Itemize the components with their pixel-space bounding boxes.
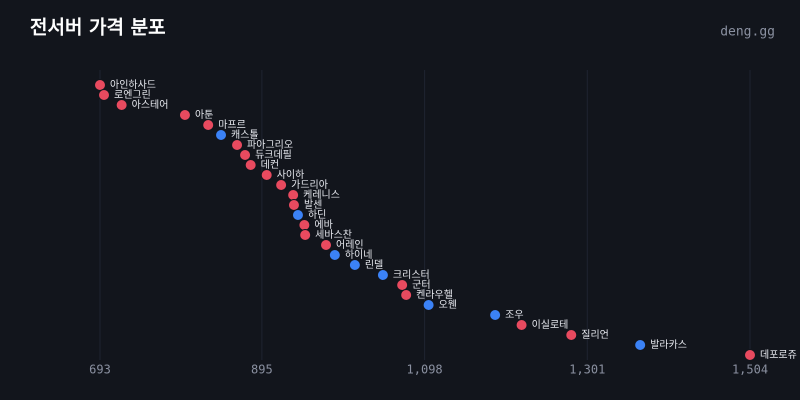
dot [287, 189, 300, 201]
point-label: 크리스터 [393, 269, 430, 281]
dot [239, 149, 252, 161]
dot [287, 199, 300, 211]
point-label: 케레니스 [303, 189, 340, 201]
point-label: 데컨 [261, 159, 279, 171]
dot [634, 339, 647, 351]
dot [376, 269, 389, 281]
dot [298, 219, 311, 231]
point-label: 어레인 [336, 239, 364, 251]
dot [515, 319, 528, 331]
point-label: 하이네 [345, 248, 373, 261]
dot [98, 89, 111, 101]
point-label: 캐스톨 [231, 129, 259, 141]
point-label: 아인하사드 [110, 78, 156, 91]
point-label: 아스테어 [132, 99, 169, 111]
dot [348, 259, 361, 271]
point-label: 세바스찬 [315, 229, 352, 241]
point-label: 마프르 [218, 119, 246, 131]
dot [328, 249, 341, 261]
point-label: 이실로테 [532, 319, 569, 331]
point-label: 군터 [412, 279, 430, 291]
chart-title: 전서버 가격 분포 [30, 17, 166, 39]
point-label: 발센 [304, 199, 322, 211]
dot [299, 229, 312, 241]
x-tick-label: 895 [251, 363, 273, 377]
dot [565, 329, 578, 341]
dot [202, 119, 215, 131]
point-label: 파아그리오 [247, 139, 293, 151]
dot [422, 299, 435, 311]
point-label: 에바 [314, 219, 332, 231]
dot [320, 239, 333, 251]
point-label: 사이하 [277, 168, 305, 181]
x-tick-label: 693 [89, 363, 111, 377]
dot [396, 279, 409, 291]
point-label: 하딘 [308, 208, 326, 221]
dot [244, 159, 257, 171]
point-label: 데포로쥬 [760, 349, 797, 361]
dot [215, 129, 228, 141]
point-label: 조우 [505, 309, 523, 321]
dot [744, 349, 756, 361]
point-label: 린델 [365, 259, 383, 271]
dot [115, 99, 128, 111]
point-label: 아툰 [195, 109, 213, 121]
dot [291, 209, 304, 221]
dot [400, 289, 413, 301]
point-label: 듀크데필 [255, 149, 292, 161]
x-tick-label: 1,504 [732, 363, 768, 377]
source: deng.gg [720, 25, 775, 40]
dot [178, 109, 191, 121]
dot [275, 179, 288, 191]
dot [260, 169, 273, 181]
point-label: 켄라우헬 [416, 289, 453, 301]
point-label: 가드리아 [291, 179, 328, 191]
point-label: 오웬 [439, 298, 457, 311]
dot [94, 79, 106, 91]
point-label: 질리언 [581, 329, 609, 341]
dot [231, 139, 244, 151]
dot [489, 309, 502, 321]
point-label: 발라카스 [650, 339, 687, 351]
x-tick-label: 1,098 [407, 363, 443, 377]
point-label: 로엔그린 [114, 89, 151, 101]
x-tick-label: 1,301 [569, 363, 605, 377]
